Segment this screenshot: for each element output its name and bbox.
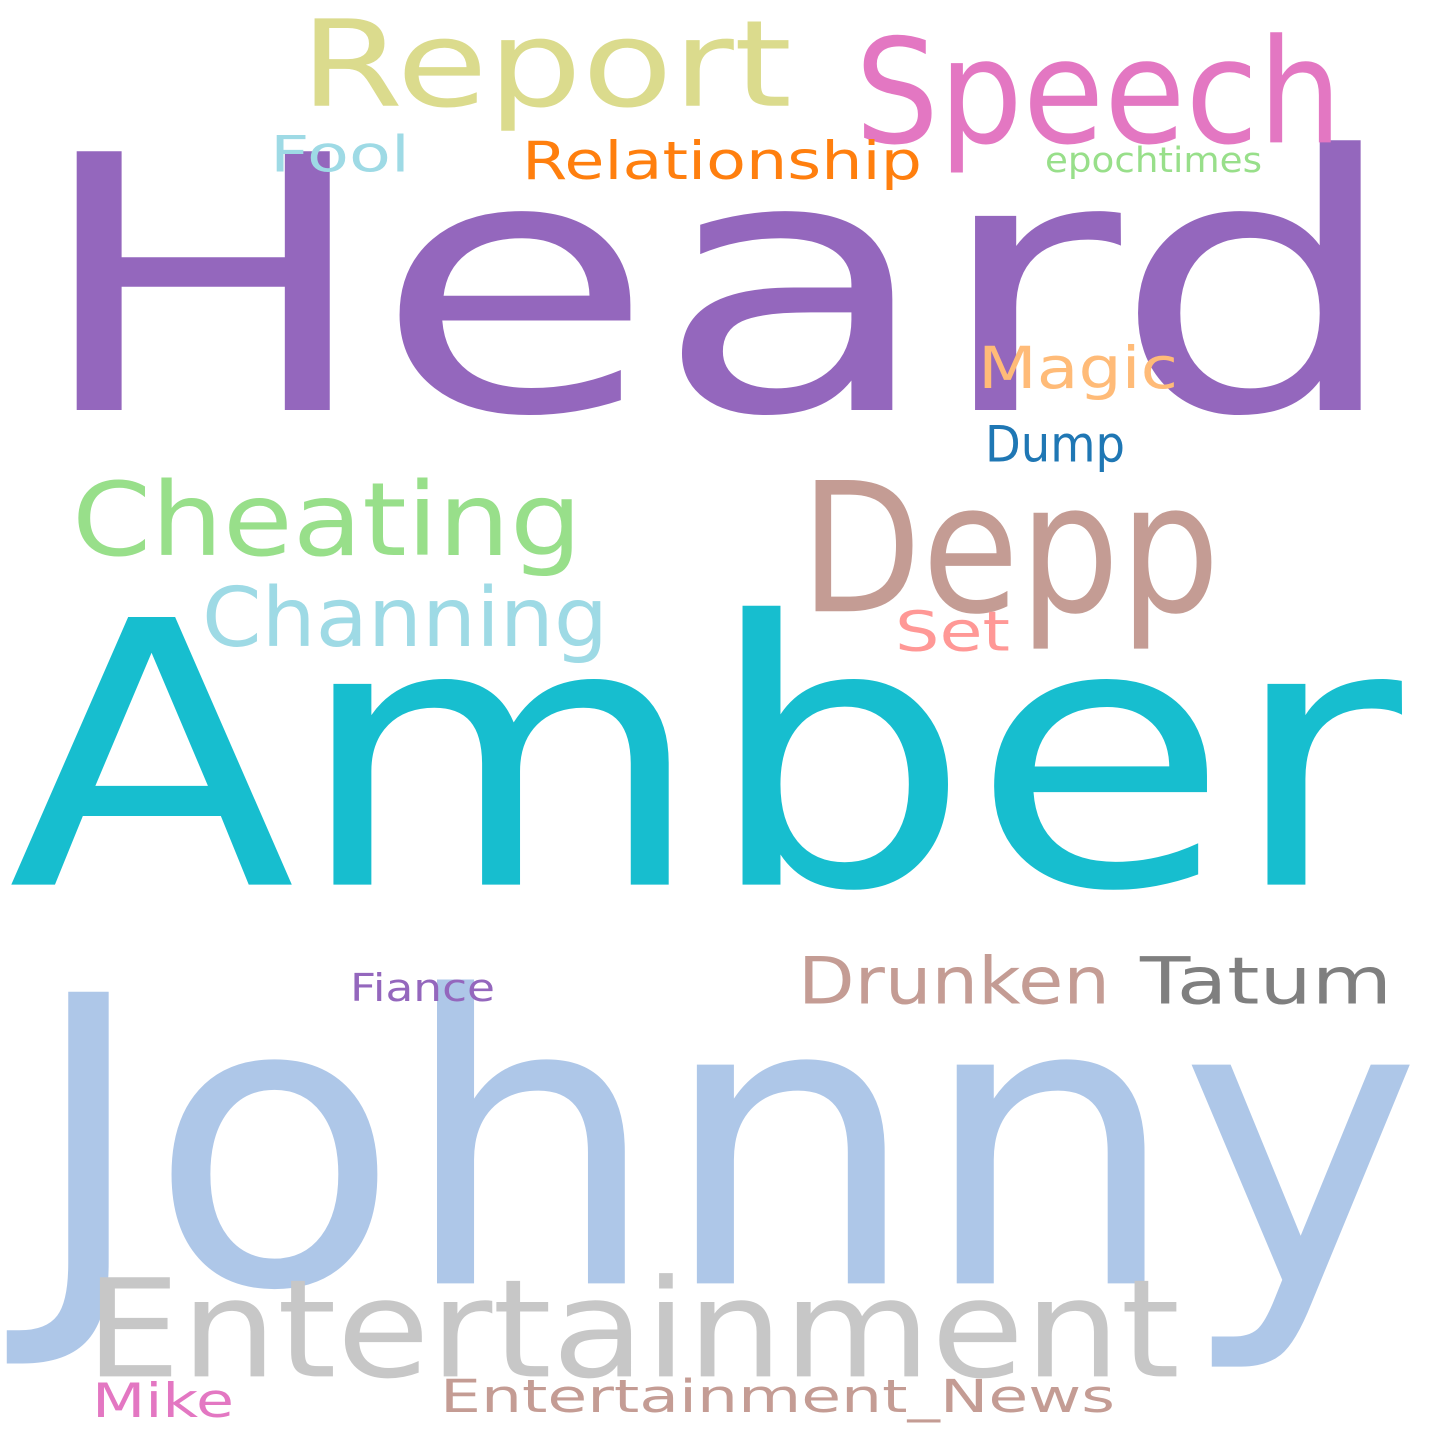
word-drunken: Drunken [798,944,1110,1020]
word-set: Set [895,600,1010,665]
word-fiance: Fiance [350,966,495,1011]
word-fool: Fool [270,125,410,184]
word-epochtimes: epochtimes [1045,139,1262,181]
word-cheating: Cheating [72,461,582,580]
word-entertainment-news: Entertainment_News [440,1371,1115,1423]
word-mike: Mike [92,1373,234,1429]
word-entertainment: Entertainment [85,1250,1180,1410]
word-speech: Speech [855,8,1342,177]
word-depp: Depp [800,444,1220,655]
word-magic: Magic [978,335,1178,403]
word-dump: Dump [985,415,1125,474]
word-johnny: Johnny [28,912,1422,1378]
word-heard: Heard [32,80,1402,495]
word-amber: Amber [8,544,1402,972]
word-channing: Channing [202,570,608,666]
word-tatum: Tatum [1140,944,1392,1020]
word-relationship: Relationship [522,130,922,192]
word-report: Report [300,0,792,135]
